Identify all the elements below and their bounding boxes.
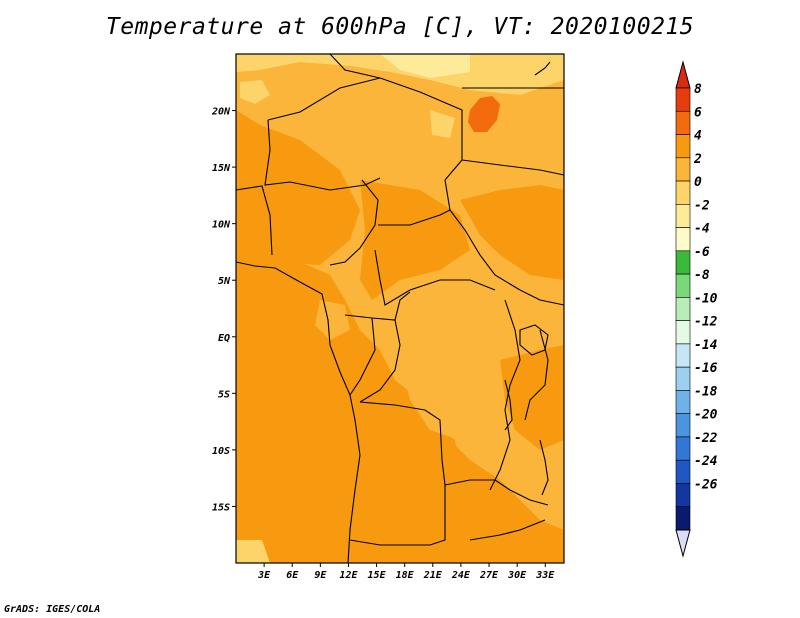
colorbar-label: -10 — [694, 291, 718, 306]
colorbar-bottom-arrow — [675, 529, 691, 558]
colorbar-label: 8 — [694, 82, 702, 97]
map-title: Temperature at 600hPa [C], VT: 202010021… — [105, 14, 695, 40]
colorbar-segment — [675, 413, 691, 438]
lon-tick-label: 6E — [286, 570, 299, 581]
colorbar-segment — [675, 506, 691, 531]
colorbar-label: -24 — [694, 454, 718, 469]
colorbar-label: 6 — [694, 105, 702, 120]
grads-credit: GrADS: IGES/COLA — [4, 604, 101, 615]
colorbar: 8 6 4 2 0 -2 -4 -6 -8 -10 -12 -14 -16 -18 -20 -22 -24 -26 — [675, 60, 718, 558]
lat-tick-label: 20N — [211, 107, 231, 118]
colorbar-label: -18 — [694, 384, 718, 399]
lon-tick-label: 21E — [423, 570, 443, 581]
colorbar-label: -26 — [694, 477, 718, 492]
colorbar-top-arrow — [675, 60, 691, 89]
colorbar-label: -16 — [694, 361, 718, 376]
colorbar-segment — [675, 250, 691, 275]
colorbar-segment — [675, 157, 691, 182]
colorbar-label: -22 — [694, 431, 718, 446]
colorbar-segment — [675, 227, 691, 252]
colorbar-label: -14 — [694, 338, 718, 353]
lon-tick-label: 9E — [314, 570, 327, 581]
colorbar-label: -6 — [694, 245, 710, 260]
lon-tick-label: 27E — [479, 570, 499, 581]
colorbar-label: 0 — [694, 175, 702, 190]
lon-tick-label: 15E — [368, 570, 387, 581]
colorbar-segment — [675, 343, 691, 368]
colorbar-segment — [675, 459, 691, 484]
map-frame — [235, 53, 565, 564]
colorbar-label: 4 — [694, 129, 702, 144]
country-borders — [236, 54, 564, 563]
temperature-field — [236, 54, 564, 563]
colorbar-segment — [675, 180, 691, 205]
lon-tick-label: 24E — [451, 570, 471, 581]
lat-tick-label: EQ — [218, 333, 230, 344]
latitude-axis: 20N 15N 10N 5N EQ 5S 10S 15S — [211, 107, 236, 513]
colorbar-label: 2 — [693, 152, 702, 167]
colorbar-segment — [675, 134, 691, 159]
colorbar-segment — [675, 320, 691, 345]
colorbar-label: -8 — [694, 268, 710, 283]
colorbar-segment — [675, 297, 691, 321]
colorbar-label: -4 — [694, 222, 710, 237]
lat-tick-label: 15S — [212, 502, 230, 513]
lat-tick-label: 10S — [212, 446, 230, 457]
colorbar-label: -12 — [694, 315, 718, 330]
colorbar-segment — [675, 366, 691, 391]
lat-tick-label: 15N — [212, 163, 231, 174]
lon-tick-label: 30E — [507, 570, 527, 581]
lon-tick-label: 3E — [257, 570, 271, 581]
lat-tick-label: 10N — [212, 220, 231, 231]
lat-tick-label: 5N — [218, 276, 231, 287]
colorbar-segment — [675, 273, 691, 298]
colorbar-label: -20 — [694, 408, 718, 423]
colorbar-segment — [675, 483, 691, 508]
lat-tick-label: 5S — [218, 389, 230, 400]
colorbar-label: -2 — [694, 198, 710, 213]
lon-tick-label: 33E — [535, 570, 555, 581]
colorbar-segment — [675, 436, 691, 461]
colorbar-segment — [675, 110, 691, 135]
longitude-axis: 3E 6E 9E 12E 15E 18E 21E 24E 27E 30E 33E — [257, 563, 555, 581]
colorbar-segment — [675, 87, 691, 112]
lon-tick-label: 18E — [396, 570, 415, 581]
colorbar-segment — [675, 390, 691, 414]
colorbar-segment — [675, 204, 691, 228]
lon-tick-label: 12E — [339, 570, 358, 581]
